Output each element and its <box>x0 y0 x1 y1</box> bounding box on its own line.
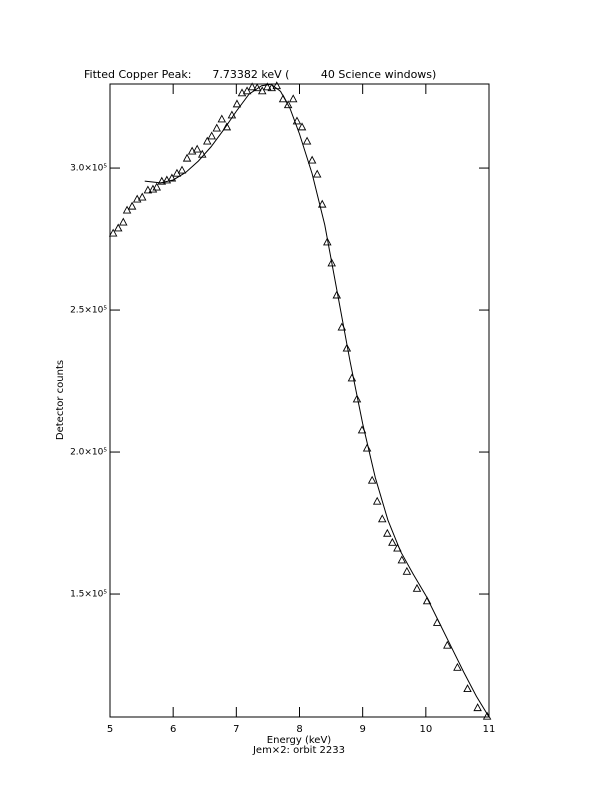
x-tick-label: 9 <box>359 724 365 735</box>
data-point <box>352 394 362 403</box>
data-point <box>473 703 482 712</box>
data-point <box>283 100 293 109</box>
data-point <box>332 290 342 299</box>
data-point <box>317 199 327 208</box>
data-point <box>412 583 422 592</box>
data-point <box>113 223 123 232</box>
data-point <box>312 169 322 178</box>
data-point <box>297 122 307 131</box>
data-point <box>257 86 267 95</box>
data-point <box>127 201 137 210</box>
subtitle: Jem×2: orbit 2233 <box>252 745 345 756</box>
x-axis-label: Energy (keV) <box>267 735 332 746</box>
data-point <box>232 99 242 108</box>
data-point <box>143 185 153 194</box>
y-axis-label: Detector counts <box>55 360 66 440</box>
x-tick-label: 11 <box>483 724 496 735</box>
data-point <box>383 528 392 537</box>
data-point <box>152 182 161 191</box>
y-tick-label: 2.0×10⁵ <box>70 448 107 458</box>
data-point <box>288 94 298 103</box>
data-point <box>222 122 232 131</box>
data-point <box>323 237 332 246</box>
data-point <box>402 566 412 575</box>
x-tick-label: 8 <box>296 724 302 735</box>
data-point <box>203 136 212 145</box>
data-point <box>388 537 397 546</box>
data-point <box>217 114 227 123</box>
data-point <box>157 176 167 185</box>
data-point <box>342 343 352 352</box>
data-point <box>302 136 312 145</box>
data-point <box>397 555 407 564</box>
data-point <box>377 514 387 523</box>
data-point <box>292 116 302 125</box>
data-point <box>148 184 158 193</box>
data-point <box>307 155 317 164</box>
data-point <box>137 192 147 201</box>
data-point <box>167 173 177 182</box>
x-tick-label: 6 <box>170 724 176 735</box>
y-tick-label: 3.0×10⁵ <box>70 164 107 174</box>
data-point <box>192 144 202 153</box>
fit-line <box>144 83 490 718</box>
data-point <box>463 684 472 693</box>
data-point <box>242 86 252 95</box>
data-point <box>372 496 382 505</box>
data-point <box>177 165 187 174</box>
data-point <box>122 205 132 214</box>
data-point <box>182 153 192 162</box>
y-tick-label: 2.5×10⁵ <box>70 306 107 316</box>
data-point <box>367 475 377 484</box>
data-point <box>212 123 222 132</box>
x-tick-label: 10 <box>419 724 432 735</box>
data-point <box>453 662 462 671</box>
data-point <box>443 640 452 649</box>
chart-title: Fitted Copper Peak: 7.73382 keV ( 40 Sci… <box>84 68 436 81</box>
data-point <box>108 228 118 237</box>
data-point <box>207 131 216 140</box>
x-tick-label: 5 <box>107 724 113 735</box>
x-tick-label: 7 <box>233 724 239 735</box>
data-point <box>247 82 257 91</box>
y-tick-label: 1.5×10⁵ <box>70 590 107 600</box>
data-point <box>327 258 336 267</box>
data-point <box>263 82 272 91</box>
data-point <box>119 217 128 226</box>
